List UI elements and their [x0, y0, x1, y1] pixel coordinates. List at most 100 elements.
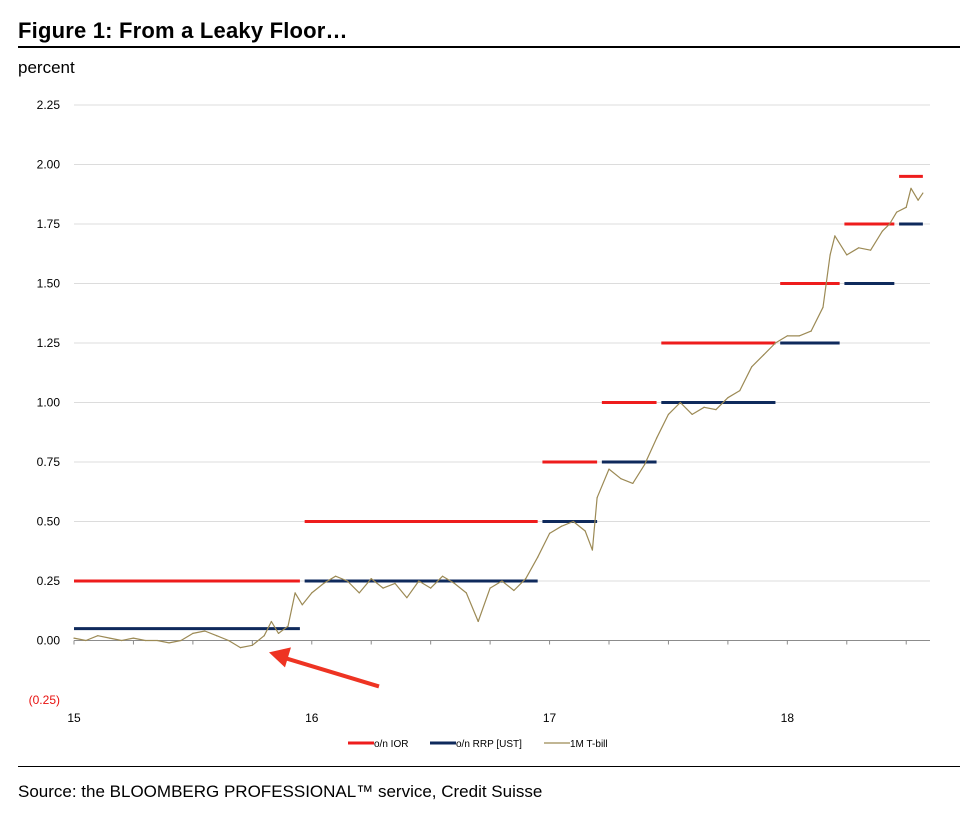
series-2-point [822, 306, 824, 308]
series-2-point [418, 580, 420, 582]
series-2-point [632, 482, 634, 485]
series-2-point [180, 639, 182, 642]
series-2-point [109, 637, 111, 639]
y-tick-label: 0.75 [37, 455, 61, 469]
series-2-point [691, 413, 693, 415]
series-2-point [739, 390, 741, 392]
y-axis-ticks: 2.25 2.00 1.75 1.50 1.25 1.00 0.75 0.50 0.25 0.00… [29, 98, 61, 707]
series-2-point [441, 575, 444, 577]
series-2-point [294, 592, 296, 594]
series-2-point [277, 632, 280, 634]
series-2-point [572, 520, 574, 523]
series-2-point [311, 592, 313, 594]
figure-title: Figure 1: From a Leaky Floor… [18, 18, 348, 43]
series-2-point [703, 406, 705, 408]
series-2-point [156, 639, 158, 642]
series-2-point [370, 578, 372, 580]
source-note: Source: the BLOOMBERG PROFESSIONAL™ serv… [18, 782, 543, 801]
series-2-point [144, 639, 146, 642]
series-2-point [751, 366, 753, 368]
series-2-point [560, 525, 563, 527]
legend-label: o/n IOR [374, 739, 408, 750]
series-2-point [888, 223, 891, 225]
legend-label: 1M T-bill [570, 739, 608, 750]
series-2-point [798, 335, 800, 337]
series-2-point [537, 556, 539, 558]
series-2-point [239, 647, 242, 649]
y-tick-label: 1.75 [37, 217, 61, 231]
series-2-point [829, 254, 831, 256]
series-2-point [501, 580, 503, 582]
series-2-point [358, 592, 360, 594]
series-2-point [270, 620, 272, 623]
series-2-point [323, 582, 325, 584]
series-2-point [192, 632, 194, 634]
series-2-point [869, 249, 872, 251]
y-tick-label: 0.50 [37, 515, 61, 529]
series-2-point [168, 642, 170, 644]
series-2-point [382, 587, 384, 589]
annotations [268, 647, 380, 689]
title-rule [18, 46, 960, 48]
series-2-point [858, 247, 860, 249]
series-2-point [608, 468, 610, 470]
y-tick-label: 1.50 [37, 277, 61, 291]
source-rule [18, 766, 960, 767]
x-tick-label: 18 [781, 711, 795, 725]
series-2-point [334, 575, 337, 577]
annotation-arrow-head [268, 647, 291, 668]
series-2-point [620, 478, 622, 480]
series-2-point [227, 639, 230, 642]
y-tick-label: 1.25 [37, 336, 61, 350]
series-2-point [430, 587, 432, 589]
series-2-point [715, 409, 717, 411]
series-2-point [786, 335, 788, 337]
series-2-point [263, 635, 265, 637]
series-2-point [667, 413, 670, 415]
series-2-point [453, 582, 456, 584]
series-2-point [394, 582, 396, 584]
series-2-point [644, 463, 646, 465]
series-2-point [548, 532, 551, 535]
series-2-point [97, 635, 99, 637]
y-tick-label: 0.25 [37, 574, 61, 588]
series-2-point [525, 578, 527, 580]
series-2-point [905, 206, 907, 208]
x-tick-label: 16 [305, 711, 319, 725]
series-2-point [489, 587, 491, 589]
series-2-point [679, 401, 681, 404]
series-group [73, 174, 924, 649]
series-2-point [727, 397, 729, 399]
y-unit-label: percent [18, 58, 75, 77]
series-2-point [591, 549, 593, 551]
series-2-point [910, 187, 912, 189]
series-2-point [896, 211, 898, 213]
legend: o/n IOR o/n RRP [UST] 1M T-bill [348, 739, 608, 750]
series-2-point [465, 592, 467, 594]
series-2-point [216, 635, 218, 637]
y-tick-label: (0.25) [29, 693, 60, 707]
series-2-point [762, 354, 765, 356]
series-2-point [406, 597, 408, 599]
x-tick-label: 15 [67, 711, 81, 725]
series-2-point [85, 639, 87, 642]
series-2-point [73, 637, 75, 639]
y-tick-label: 2.00 [37, 158, 61, 172]
series-2-point [774, 342, 777, 344]
series-2-point [922, 192, 924, 194]
x-axis: 15 16 17 18 [67, 640, 930, 725]
series-2-point [132, 637, 135, 639]
series-2-point [251, 644, 253, 646]
series-2-point [287, 625, 289, 627]
y-tick-label: 2.25 [37, 98, 61, 112]
legend-label: o/n RRP [UST] [456, 739, 522, 750]
x-tick-label: 17 [543, 711, 557, 725]
series-2-point [917, 199, 919, 201]
series-2-point [810, 330, 812, 332]
y-tick-label: 1.00 [37, 396, 61, 410]
annotation-arrow-shaft [282, 655, 380, 689]
series-2-point [204, 630, 206, 632]
series-2-point [881, 230, 884, 232]
series-2-point [655, 437, 658, 439]
